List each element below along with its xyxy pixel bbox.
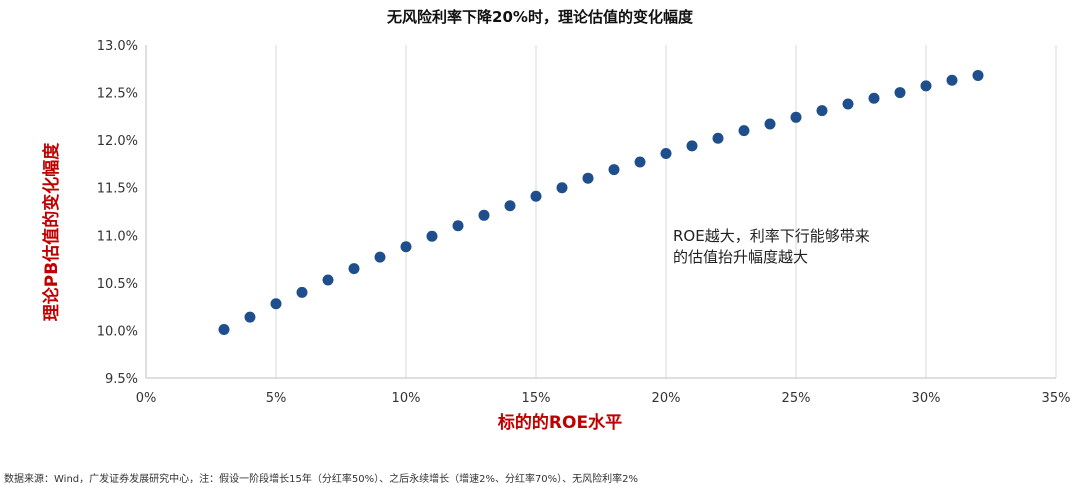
data-point [712,132,724,144]
data-point [894,87,906,99]
data-point [868,92,880,104]
y-tick-label: 9.5% [105,372,138,387]
tick-labels: 0% 5% 10% 15% 20% 25% 30% 35% 9.5% 10.0% 10.5% 11.0… [97,39,1071,406]
data-point [842,98,854,110]
axis-layer [145,45,1056,379]
data-point [296,286,308,298]
x-axis-title: 标的的ROE水平 [498,412,622,433]
y-tick-label: 12.0% [97,134,138,149]
y-tick-label: 13.0% [97,39,138,54]
data-point [426,230,438,242]
y-tick-label: 10.0% [97,324,138,339]
grid-layer [275,45,1057,378]
x-tick-label: 10% [392,391,421,406]
data-point [972,69,984,81]
chart-annotation: ROE越大，利率下行能够带来 的估值抬升幅度越大 [673,227,870,266]
x-tick-label: 15% [522,391,551,406]
data-point [816,105,828,117]
data-point [920,80,932,92]
data-point [348,263,360,275]
data-point [400,241,412,253]
chart-title: 无风险利率下降20%时，理论估值的变化幅度 [387,8,693,26]
data-point [738,125,750,137]
data-point [504,200,516,212]
x-tick-label: 25% [782,391,811,406]
y-tick-label: 12.5% [97,87,138,102]
data-point [244,311,256,323]
data-point [322,274,334,286]
y-axis-title: 理论PB估值的变化幅度 [41,142,62,321]
x-tick-label: 0% [136,391,157,406]
data-point [374,251,386,263]
data-point [790,111,802,123]
source-note: 数据来源：Wind，广发证券发展研究中心，注：假设一阶段增长15年（分红率50%… [4,474,639,485]
x-tick-label: 30% [912,391,941,406]
x-tick-label: 35% [1042,391,1071,406]
y-tick-label: 10.5% [97,277,138,292]
data-point [764,118,776,130]
data-point [660,147,672,159]
data-point [608,164,620,176]
data-point [478,209,490,221]
data-point [582,172,594,184]
x-tick-label: 5% [266,391,287,406]
data-point [946,74,958,86]
data-point [218,323,230,335]
data-point [686,140,698,152]
data-points [218,69,984,335]
y-tick-label: 11.5% [97,182,138,197]
data-point [452,220,464,232]
data-point [530,190,542,202]
y-tick-label: 11.0% [97,229,138,244]
data-point [556,182,568,194]
x-tick-label: 20% [652,391,681,406]
data-point [634,156,646,168]
data-point [270,298,282,310]
